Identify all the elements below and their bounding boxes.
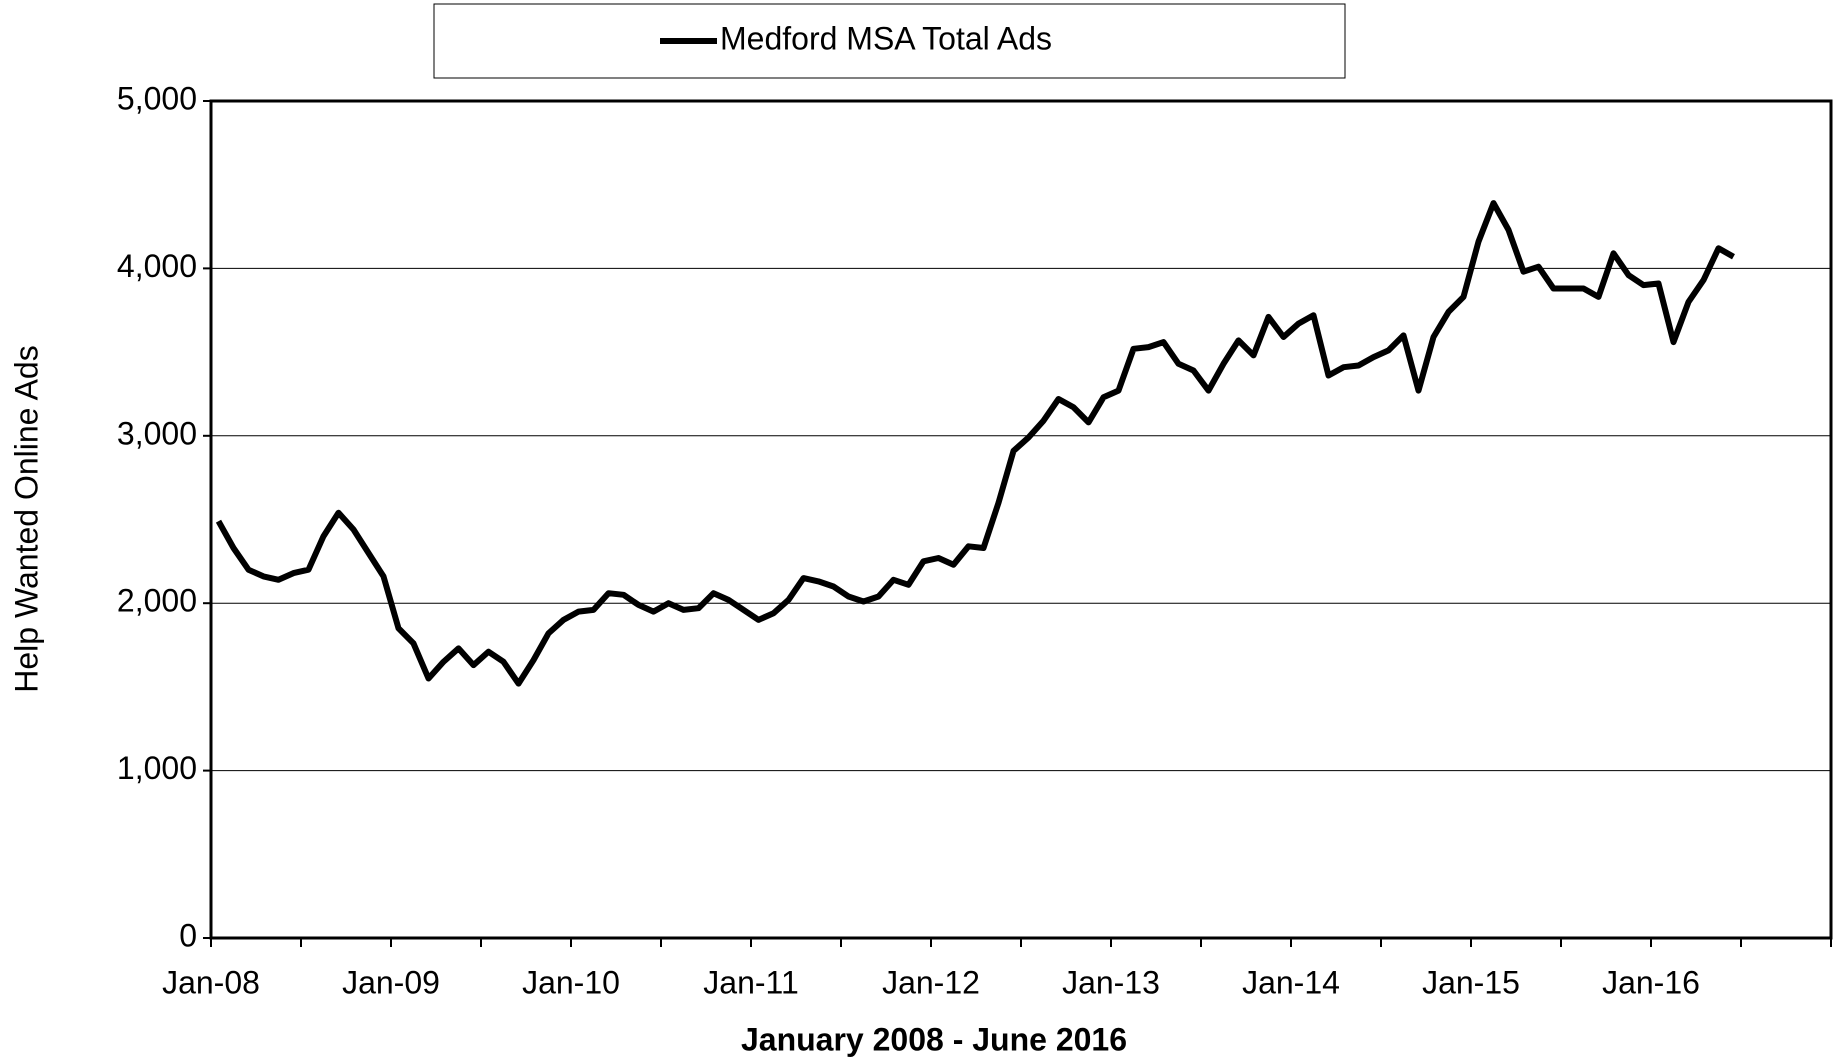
x-tick-label: Jan-09 [342,964,440,1000]
x-tick-label: Jan-12 [882,964,980,1000]
y-tick-label: 4,000 [117,248,197,284]
y-tick-label: 2,000 [117,583,197,619]
x-tick-label: Jan-13 [1062,964,1160,1000]
plot-frame [209,99,1833,940]
y-tick-label: 3,000 [117,415,197,451]
y-tick-label: 1,000 [117,750,197,786]
x-tick-label: Jan-15 [1422,964,1520,1000]
x-tick-label: Jan-11 [703,964,798,1000]
legend-box [433,3,1346,79]
x-tick-label: Jan-14 [1242,964,1340,1000]
legend-label: Medford MSA Total Ads [720,20,1052,56]
x-tick-label: Jan-08 [162,964,260,1000]
y-axis-label: Help Wanted Online Ads [8,345,44,692]
series-line [215,200,1735,687]
x-axis-label: January 2008 - June 2016 [741,1021,1127,1057]
y-tick-label: 0 [179,917,197,953]
x-tick-label: Jan-10 [522,964,620,1000]
x-tick-label: Jan-16 [1602,964,1700,1000]
y-tick-label: 5,000 [117,80,197,116]
